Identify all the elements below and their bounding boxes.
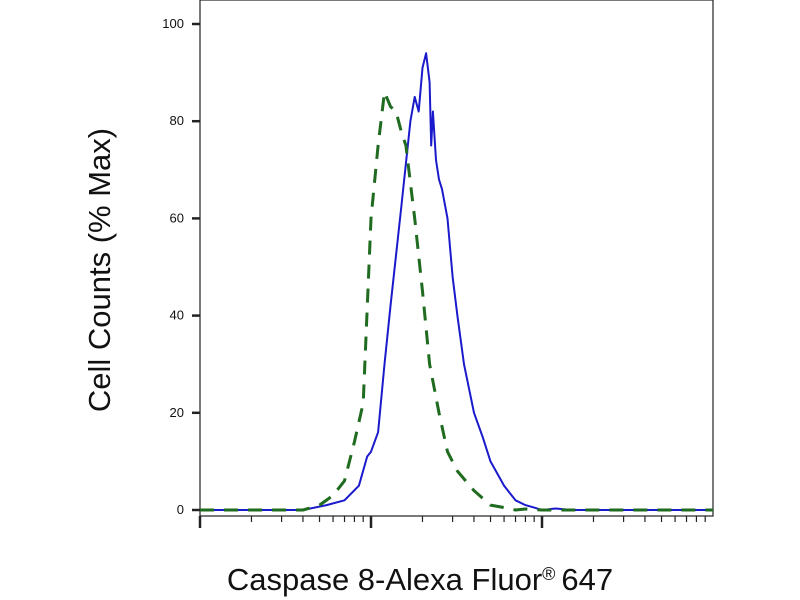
series-solid-line	[200, 52, 713, 511]
x-axis-label-registered: ®	[542, 564, 555, 584]
plot-border	[199, 0, 714, 517]
y-tick-label: 80	[170, 113, 184, 128]
y-axis-label: Cell Counts (% Max)	[82, 128, 117, 412]
x-axis-label: Caspase 8-Alexa Fluor® 647	[227, 562, 613, 597]
y-tick-label: 40	[170, 308, 184, 323]
series-dashed-line	[200, 90, 713, 512]
y-axis-ticks: 0 20 40 60 80 100	[162, 16, 200, 517]
y-tick-label: 60	[170, 210, 184, 225]
y-tick-label: 100	[162, 16, 184, 31]
y-tick-label: 0	[177, 502, 184, 517]
series-layer	[200, 52, 713, 512]
x-axis-label-main: Caspase 8-Alexa Fluor	[227, 562, 542, 597]
y-tick-label: 20	[170, 405, 184, 420]
x-axis-label-suffix: 647	[561, 562, 613, 597]
x-axis-ticks	[198, 516, 706, 528]
plot-frame	[199, 0, 714, 517]
